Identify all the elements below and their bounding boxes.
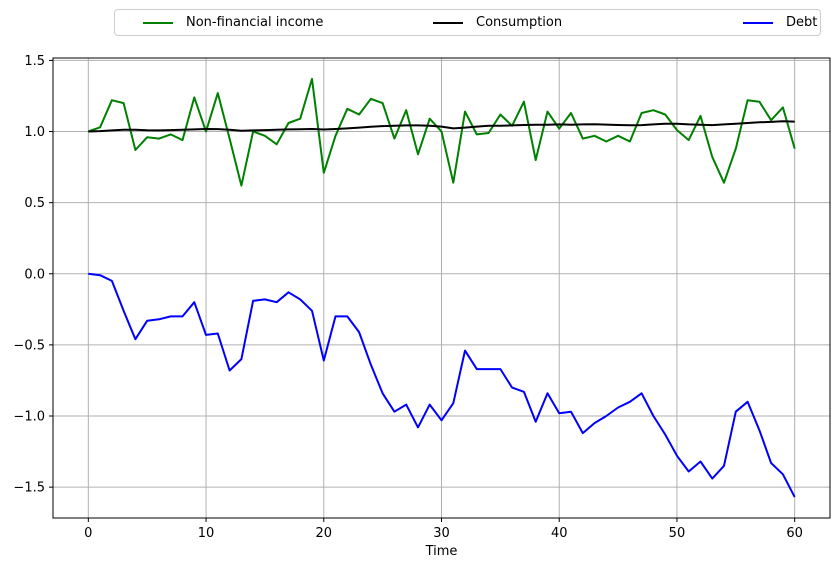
y-tick-label: −1.0 <box>13 410 45 425</box>
legend: Non-financial income Consumption Debt <box>114 9 821 36</box>
y-tick-label: 1.0 <box>24 125 45 140</box>
legend-label-consumption: Consumption <box>476 15 563 30</box>
legend-item-debt: Debt <box>743 10 817 35</box>
y-tick-label: −0.5 <box>13 338 45 353</box>
series-line-debt <box>88 272 796 498</box>
series-line-consumption <box>88 120 795 133</box>
x-tick-label: 40 <box>551 526 568 541</box>
legend-label-income: Non-financial income <box>186 15 324 30</box>
x-tick-label: 0 <box>84 526 92 541</box>
x-tick-label: 20 <box>315 526 332 541</box>
legend-item-non-financial-income: Non-financial income <box>143 10 323 35</box>
y-tick-label: −1.5 <box>13 481 45 496</box>
y-tick-label: 1.5 <box>24 54 45 69</box>
x-tick-label: 50 <box>669 526 686 541</box>
y-tick-label: 0.5 <box>24 196 45 211</box>
legend-line-icon-consumption <box>433 21 463 24</box>
legend-line-icon-debt <box>743 21 773 24</box>
legend-line-icon-income <box>143 21 173 24</box>
y-tick-label: 0.0 <box>24 267 45 282</box>
x-tick-label: 30 <box>433 526 450 541</box>
x-tick-label: 60 <box>786 526 803 541</box>
series-line-non-financial-income <box>87 77 796 187</box>
legend-item-consumption: Consumption <box>433 10 562 35</box>
x-tick-label: 10 <box>198 526 215 541</box>
legend-label-debt: Debt <box>786 15 818 30</box>
x-axis-label: Time <box>425 544 458 559</box>
